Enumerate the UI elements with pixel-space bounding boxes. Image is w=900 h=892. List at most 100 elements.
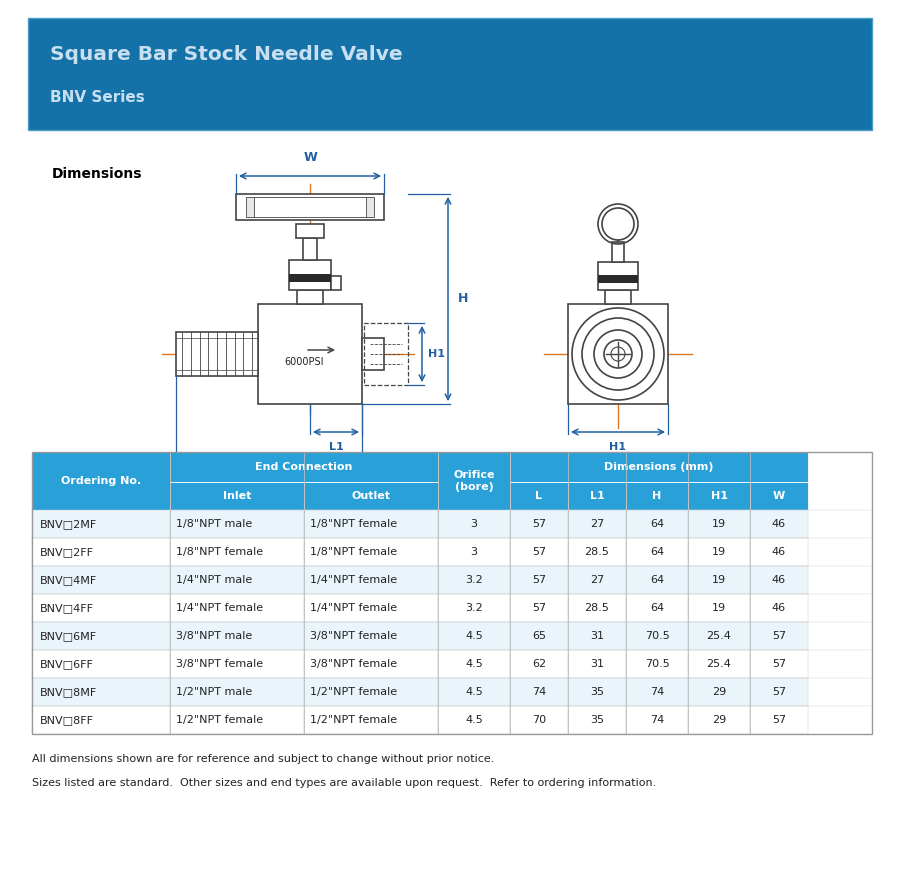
Bar [750,566,808,594]
Text: 35: 35 [590,715,604,725]
Bar [688,706,750,734]
Text: 1/4"NPT female: 1/4"NPT female [176,603,263,613]
Text: 27: 27 [590,519,604,529]
Bar [688,538,750,566]
Text: 70.5: 70.5 [644,659,670,669]
Text: 1/2"NPT female: 1/2"NPT female [310,687,397,697]
Bar [568,650,626,678]
Bar [438,706,510,734]
Text: 57: 57 [772,631,786,641]
Text: 1/8"NPT male: 1/8"NPT male [176,519,252,529]
Text: 64: 64 [650,519,664,529]
Text: BNV□8FF: BNV□8FF [40,715,94,725]
Bar [510,482,568,510]
Text: 1/8"NPT female: 1/8"NPT female [310,519,397,529]
Text: 35: 35 [590,687,604,697]
Text: 46: 46 [772,519,786,529]
Text: BNV□2MF: BNV□2MF [40,519,97,529]
Text: 31: 31 [590,659,604,669]
Text: 1/2"NPT female: 1/2"NPT female [310,715,397,725]
Text: 19: 19 [712,519,726,529]
Bar [364,323,408,385]
Text: BNV□4FF: BNV□4FF [40,603,94,613]
Text: W: W [773,491,785,501]
Bar [626,678,688,706]
Bar [750,594,808,622]
Bar [32,452,170,482]
Text: 57: 57 [532,519,546,529]
Text: 57: 57 [772,687,786,697]
Text: BNV□2FF: BNV□2FF [40,547,94,557]
Text: 6000PSI: 6000PSI [284,357,324,367]
Text: 27: 27 [590,575,604,585]
Text: 19: 19 [712,603,726,613]
Bar [612,242,624,262]
Bar [568,566,626,594]
Text: 19: 19 [712,547,726,557]
Bar [626,510,688,538]
Bar [304,482,438,510]
Text: Dimensions: Dimensions [52,167,142,181]
Bar [438,622,510,650]
Bar [510,622,568,650]
Bar [296,224,324,238]
Text: Outlet: Outlet [352,491,391,501]
Text: BNV□6FF: BNV□6FF [40,659,94,669]
Text: 3: 3 [471,547,478,557]
Text: 4.5: 4.5 [465,687,483,697]
Text: 28.5: 28.5 [585,547,609,557]
Bar [626,594,688,622]
Text: 57: 57 [772,659,786,669]
Text: 1/4"NPT female: 1/4"NPT female [310,575,397,585]
Bar [303,238,317,260]
Text: 70: 70 [532,715,546,725]
Text: H: H [458,293,468,305]
Bar [750,510,808,538]
Bar [568,538,626,566]
Text: BNV□6MF: BNV□6MF [40,631,97,641]
Bar [297,290,323,304]
Text: 3/8"NPT female: 3/8"NPT female [176,659,263,669]
Bar [32,452,170,510]
Bar [510,566,568,594]
Text: L1: L1 [328,442,344,452]
Bar [510,452,808,482]
Bar [688,678,750,706]
Bar [510,678,568,706]
Bar [32,650,170,678]
Text: 74: 74 [650,687,664,697]
Bar [170,566,304,594]
Text: 4.5: 4.5 [465,715,483,725]
Bar [626,622,688,650]
Text: 25.4: 25.4 [706,631,732,641]
Text: 46: 46 [772,575,786,585]
Bar [438,650,510,678]
Text: H1: H1 [609,442,626,452]
Text: H1: H1 [710,491,727,501]
Text: W: W [303,151,317,164]
Bar [170,594,304,622]
Bar [605,290,631,304]
Bar [170,678,304,706]
Text: 3/8"NPT female: 3/8"NPT female [310,631,397,641]
Bar [688,482,750,510]
Bar [598,262,638,290]
Bar [32,622,170,650]
Text: 28.5: 28.5 [585,603,609,613]
Text: 1/8"NPT female: 1/8"NPT female [176,547,263,557]
Bar [438,538,510,566]
Bar [438,482,510,510]
Text: 1/2"NPT female: 1/2"NPT female [176,715,263,725]
Text: 3.2: 3.2 [465,575,483,585]
Text: 29: 29 [712,715,726,725]
Text: L: L [266,466,273,476]
Text: 1/4"NPT female: 1/4"NPT female [310,603,397,613]
Text: 64: 64 [650,603,664,613]
Bar [170,622,304,650]
Bar [304,538,438,566]
Text: 3/8"NPT male: 3/8"NPT male [176,631,252,641]
Bar [32,566,170,594]
Bar [289,274,331,282]
Bar [32,482,170,510]
Text: BNV□4MF: BNV□4MF [40,575,97,585]
